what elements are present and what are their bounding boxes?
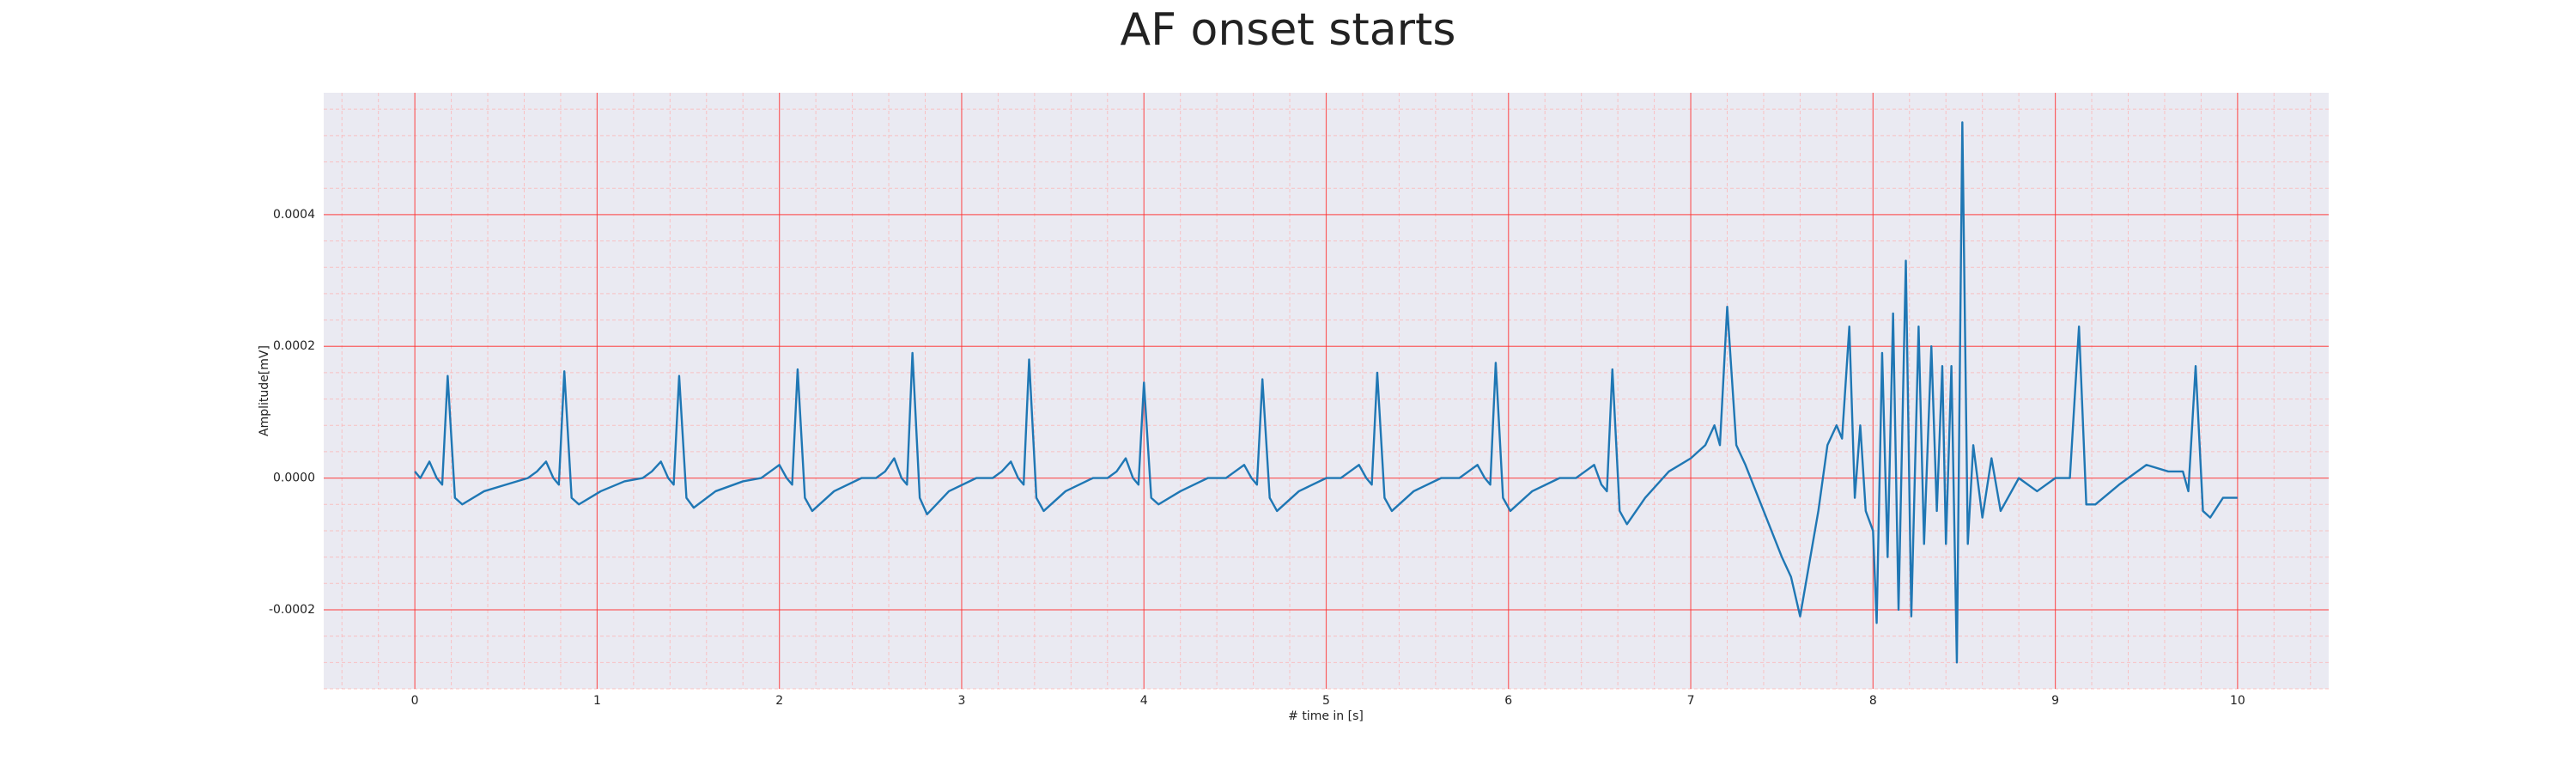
x-tick-label: 2: [775, 694, 783, 708]
y-tick-label: 0.0002: [273, 339, 315, 353]
chart-title: AF onset starts: [1121, 4, 1456, 56]
x-tick-label: 6: [1504, 694, 1512, 708]
x-tick-label: 5: [1322, 694, 1330, 708]
x-tick-label: 8: [1869, 694, 1877, 708]
x-tick-label: 10: [2230, 694, 2245, 708]
y-tick-label: -0.0002: [269, 603, 315, 617]
y-axis-label: Amplitude[mV]: [258, 345, 271, 436]
x-tick-label: 3: [957, 694, 965, 708]
x-tick-label: 1: [593, 694, 601, 708]
y-tick-label: 0.0004: [273, 208, 315, 222]
x-tick-label: 7: [1687, 694, 1695, 708]
x-tick-label: 0: [411, 694, 419, 708]
y-tick-label: 0.0000: [273, 472, 315, 485]
ecg-line: [414, 121, 2238, 664]
x-tick-label: 9: [2051, 694, 2059, 708]
x-axis-label: # time in [s]: [1288, 709, 1364, 723]
x-tick-label: 4: [1140, 694, 1148, 708]
